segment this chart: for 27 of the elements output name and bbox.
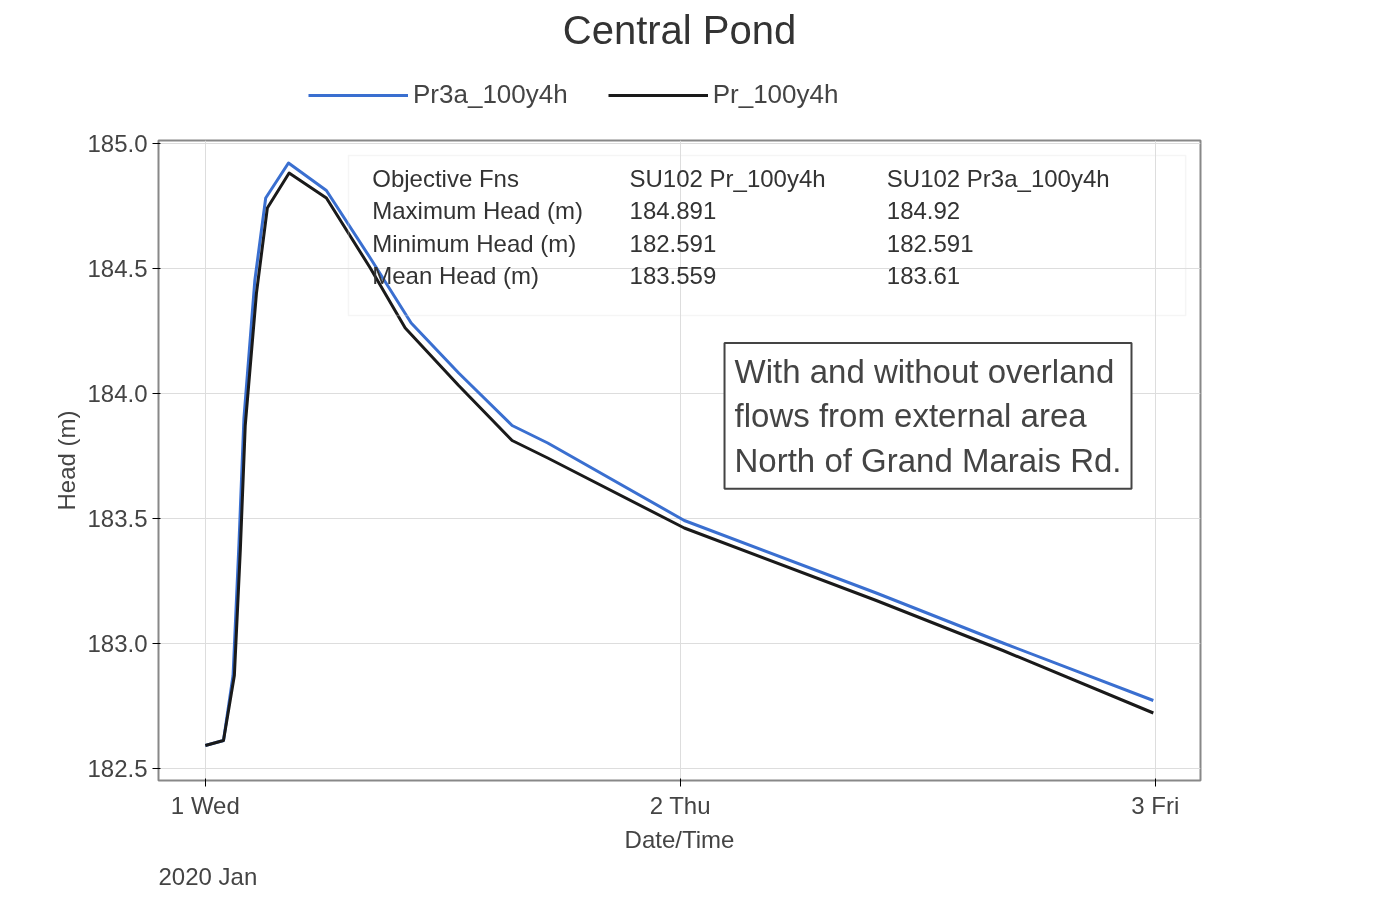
- y-axis-title: Head (m): [53, 410, 81, 511]
- annotation: 184.92: [886, 197, 961, 224]
- x-tick-label: 3 Fri: [1131, 791, 1180, 819]
- text: 2020 Jan: [158, 862, 258, 890]
- annotation: 182.591: [629, 229, 717, 257]
- annotation: 183.559: [629, 262, 717, 289]
- y-tick-label: 184.5: [87, 254, 148, 282]
- annotation: Maximum Head (m): [372, 197, 583, 224]
- annotation: With and without overland flows from external area North of Grand Marais Rd.: [734, 353, 1122, 479]
- y-tick-label: 185.0: [87, 129, 148, 157]
- annotation: SU102 Pr3a_100y4h: [886, 164, 1110, 192]
- annotation: Objective Fns: [372, 164, 519, 192]
- annotation: 183.61: [886, 262, 961, 289]
- legend-label: Pr_100y4h: [712, 79, 839, 110]
- y-tick-label: 184.0: [87, 379, 148, 407]
- legend-label: Pr3a_100y4h: [413, 79, 568, 110]
- x-tick-label: 1 Wed: [170, 791, 240, 819]
- annotation: SU102 Pr_100y4h: [629, 164, 826, 192]
- annotation: 182.591: [886, 229, 974, 257]
- chart-title: Central Pond: [562, 7, 797, 52]
- annotation: 184.891: [629, 197, 717, 224]
- y-tick-label: 183.0: [87, 629, 148, 657]
- x-tick-label: 2 Thu: [649, 791, 711, 819]
- x-axis-title: Date/Time: [624, 825, 735, 853]
- y-tick-label: 182.5: [87, 754, 148, 782]
- annotation: Minimum Head (m): [372, 229, 577, 257]
- y-tick-label: 183.5: [87, 504, 148, 532]
